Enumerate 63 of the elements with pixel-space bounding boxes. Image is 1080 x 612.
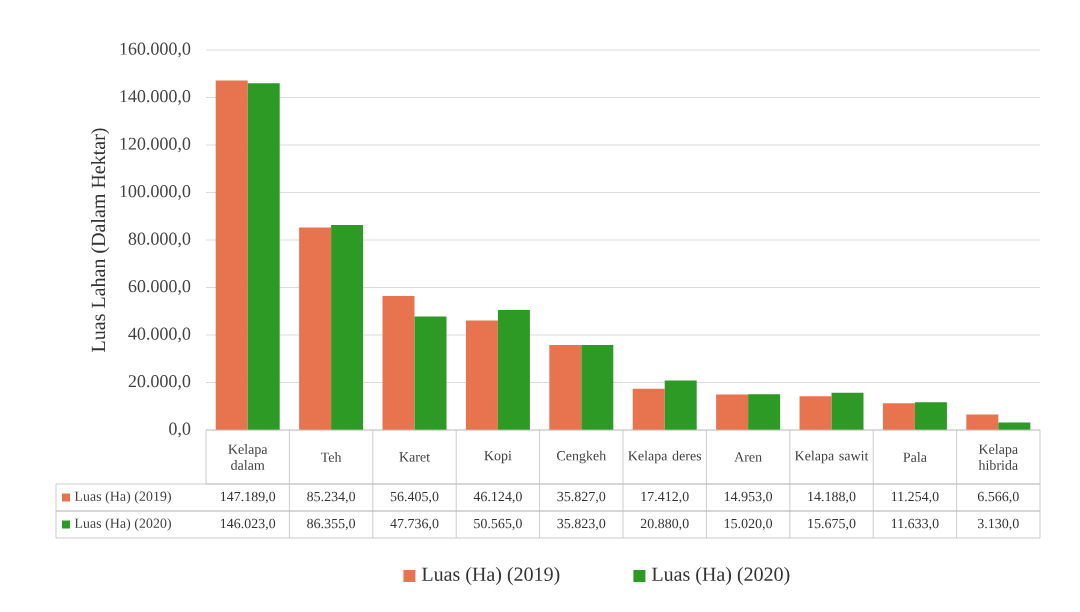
data-label: 35.823,0: [557, 518, 606, 531]
bar: [299, 227, 332, 430]
data-label: 47.736,0: [390, 518, 439, 531]
y-tick-label: 60.000,0: [128, 280, 191, 295]
data-label: 3.130,0: [977, 518, 1019, 531]
y-tick-label: 120.000,0: [120, 137, 191, 153]
x-tick-label: Kelapa hibrida: [978, 444, 1018, 470]
data-label: 14.953,0: [724, 491, 773, 504]
x-tick-label: Kelapa deres: [628, 450, 702, 464]
bar: [664, 380, 697, 430]
bar: [497, 309, 530, 430]
y-tick-label: 40.000,0: [128, 327, 191, 343]
data-label: 17.412,0: [641, 491, 689, 504]
data-label: 6.566,0: [977, 491, 1019, 504]
bar: [549, 344, 582, 430]
bar: [247, 83, 280, 430]
bar: [632, 388, 665, 430]
data-label: 146.023,0: [220, 518, 276, 531]
x-tick-label: Kopi: [484, 450, 512, 464]
x-tick-label: Cengkeh: [556, 450, 606, 464]
y-tick-label: 140.000,0: [120, 90, 191, 105]
bar: [799, 396, 832, 430]
data-label: 86.355,0: [307, 518, 356, 531]
bar: [331, 224, 364, 430]
y-tick-label: 100.000,0: [120, 185, 191, 200]
y-tick-label: 80.000,0: [128, 232, 191, 248]
data-label: 46.124,0: [473, 491, 522, 504]
text: Luas (Ha) (2020): [651, 566, 790, 586]
data-label: 147.189,0: [220, 491, 276, 504]
bar: [716, 394, 749, 430]
bar: [914, 402, 947, 430]
legend-label: Luas (Ha) (2019): [74, 491, 171, 504]
text: Luas (Ha) (2019): [421, 566, 560, 586]
bar: [831, 392, 864, 430]
x-tick-label: Pala: [903, 452, 927, 462]
data-label: 20.880,0: [640, 518, 689, 531]
y-tick-label: 20.000,0: [128, 375, 191, 390]
bar: [465, 320, 498, 430]
x-tick-label: Kelapa sawit: [794, 450, 869, 464]
x-tick-label: Kelapa dalam: [228, 444, 268, 470]
data-label: 50.565,0: [474, 518, 522, 531]
bar: [966, 414, 999, 430]
x-tick-label: Teh: [320, 452, 342, 462]
x-tick-label: Karet: [399, 452, 430, 462]
bar: [215, 80, 248, 430]
data-label: 15.020,0: [724, 518, 773, 531]
data-label: 14.188,0: [808, 491, 856, 504]
bar: [748, 394, 781, 430]
data-label: 11.254,0: [891, 491, 939, 504]
x-tick-label: Aren: [734, 452, 762, 462]
data-label: 15.675,0: [808, 518, 856, 531]
y-axis-title: Luas Lahan (Dalam Hektar): [91, 128, 110, 352]
data-label: 35.827,0: [557, 491, 606, 504]
bar: [882, 403, 915, 430]
bar: [382, 296, 415, 430]
data-label: 11.633,0: [891, 518, 939, 531]
y-tick-label: 160.000,0: [120, 42, 191, 58]
y-tick-label: 0,0: [169, 422, 191, 438]
bar: [414, 316, 447, 430]
bar: [581, 344, 614, 430]
legend-label: Luas (Ha) (2020): [74, 518, 171, 531]
data-label: 85.234,0: [307, 491, 356, 504]
data-label: 56.405,0: [390, 491, 439, 504]
